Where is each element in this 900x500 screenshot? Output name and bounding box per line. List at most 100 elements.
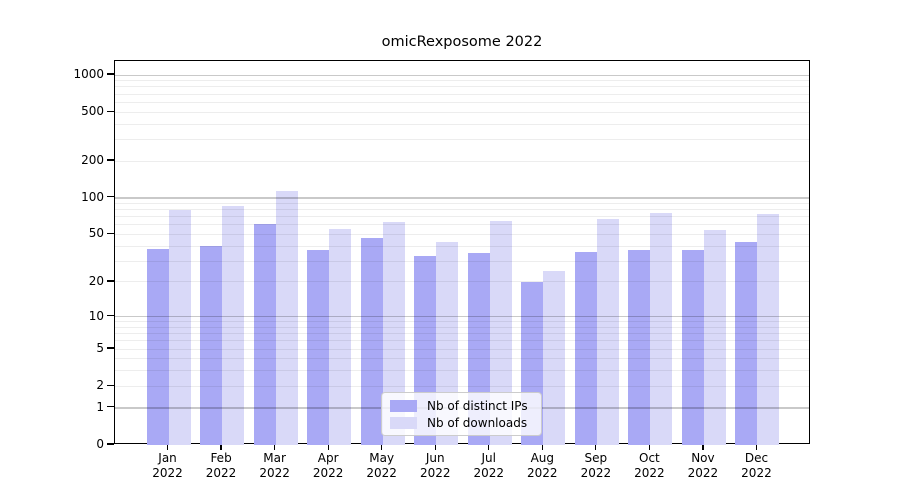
x-tick-label: May 2022 [342, 451, 422, 481]
legend: Nb of distinct IPs Nb of downloads [381, 392, 542, 436]
x-tick-label: Dec 2022 [716, 451, 796, 481]
gridline [115, 260, 809, 262]
y-tick-label: 2 [96, 378, 104, 393]
x-tick-month: Oct [639, 451, 660, 465]
gridline [115, 202, 809, 204]
gridline [115, 216, 809, 218]
bar-downloads [543, 270, 566, 445]
gridline [115, 358, 809, 360]
gridline [115, 281, 809, 283]
x-tick-mark [381, 444, 383, 450]
gridline [115, 101, 809, 103]
x-tick-label: Jul 2022 [449, 451, 529, 481]
y-tick-mark [107, 196, 114, 198]
legend-label-distinct-ips: Nb of distinct IPs [427, 398, 528, 413]
y-tick-label: 100 [81, 189, 104, 204]
x-tick-month: Jul [481, 451, 496, 465]
gridline [115, 86, 809, 88]
gridline [115, 93, 809, 95]
bar-distinct-ips [360, 237, 383, 445]
legend-label-downloads: Nb of downloads [427, 415, 528, 430]
x-tick-label: Apr 2022 [288, 451, 368, 481]
bar-distinct-ips [574, 251, 597, 445]
x-tick-mark [595, 444, 597, 450]
x-tick-month: Feb [210, 451, 232, 465]
x-tick-mark [327, 444, 329, 450]
y-tick-mark [107, 232, 114, 235]
gridline [115, 326, 809, 328]
x-tick-label: Oct 2022 [609, 451, 689, 481]
gridline [115, 321, 809, 323]
x-tick-year: 2022 [205, 466, 237, 480]
x-tick-month: Nov [691, 451, 715, 465]
x-tick-label: Feb 2022 [181, 451, 261, 481]
y-tick-label: 10 [88, 308, 104, 323]
x-tick-year: 2022 [527, 466, 558, 480]
gridline [115, 348, 809, 350]
bar-distinct-ips [253, 223, 276, 445]
bar-distinct-ips [200, 246, 223, 445]
bar-distinct-ips [146, 248, 169, 445]
x-tick-year: 2022 [580, 466, 612, 480]
y-tick-label: 500 [81, 104, 104, 119]
y-tick-mark [107, 314, 114, 317]
y-tick-mark [107, 347, 114, 349]
x-tick-mark [220, 444, 222, 450]
gridline [115, 111, 809, 113]
bar-distinct-ips [307, 250, 330, 445]
x-tick-mark [755, 444, 758, 450]
x-tick-year: 2022 [259, 466, 290, 480]
legend-swatch-distinct-ips [390, 399, 417, 412]
gridline [115, 385, 809, 387]
y-tick-label: 0 [96, 437, 104, 451]
y-tick-mark [107, 159, 114, 161]
y-tick-label: 1000 [73, 67, 104, 82]
bar-downloads [703, 230, 726, 445]
y-tick-mark [107, 406, 114, 408]
bar-downloads [757, 213, 780, 445]
x-tick-month: Aug [530, 451, 555, 465]
x-tick-year: 2022 [687, 466, 719, 480]
bar-distinct-ips [735, 242, 758, 445]
x-tick-year: 2022 [152, 466, 183, 480]
y-tick-mark [107, 110, 114, 112]
x-tick-mark [434, 444, 436, 450]
x-tick-year: 2022 [312, 466, 344, 480]
y-tick-label: 1 [96, 399, 104, 414]
x-tick-year: 2022 [366, 466, 397, 480]
gridline [115, 233, 809, 235]
y-tick-mark [107, 73, 114, 75]
x-tick-label: Jun 2022 [395, 451, 475, 481]
gridline [115, 209, 809, 211]
legend-item-distinct-ips: Nb of distinct IPs [390, 398, 533, 413]
bar-downloads [275, 191, 298, 445]
gridline [115, 245, 809, 247]
gridline [115, 123, 809, 125]
x-tick-month: May [369, 451, 395, 465]
x-tick-label: Nov 2022 [663, 451, 743, 481]
gridline [115, 197, 809, 199]
x-tick-label: Aug 2022 [502, 451, 582, 481]
x-tick-year: 2022 [473, 466, 505, 480]
y-tick-label: 50 [88, 226, 104, 241]
y-tick-mark [107, 443, 114, 445]
x-tick-mark [648, 444, 650, 450]
x-tick-month: Sep [584, 451, 608, 465]
y-tick-mark [107, 280, 114, 282]
bar-distinct-ips [628, 250, 651, 445]
bar-downloads [596, 219, 619, 445]
gridline [115, 138, 809, 140]
gridline [115, 160, 809, 162]
x-tick-month: Jan [158, 451, 177, 465]
x-tick-label: Sep 2022 [556, 451, 636, 481]
gridline [115, 370, 809, 372]
x-tick-mark [274, 444, 276, 450]
gridline [115, 74, 809, 76]
x-tick-mark [166, 444, 169, 450]
legend-item-downloads: Nb of downloads [390, 415, 533, 430]
x-tick-month: Jun [425, 451, 445, 465]
plot-area: Nb of distinct IPs Nb of downloads [114, 60, 810, 445]
x-tick-mark [488, 444, 490, 450]
bar-downloads [329, 229, 352, 445]
